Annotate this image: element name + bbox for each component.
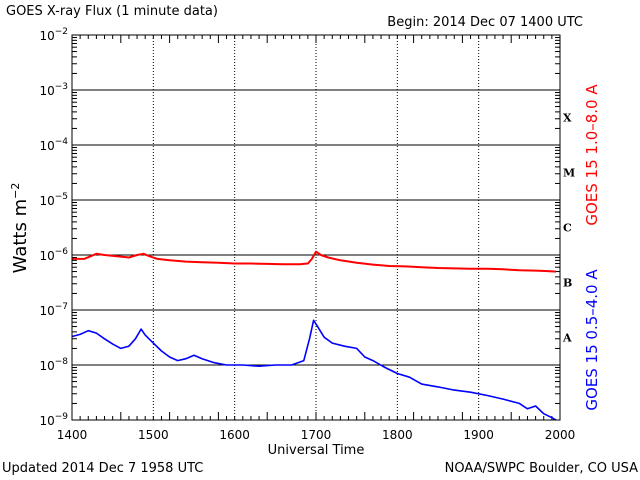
flare-class-b: B <box>563 277 572 290</box>
x-tick-labels: 1400 1500 1600 1700 1800 1900 2000 <box>57 428 576 442</box>
y-axis-label-exponent: −2 <box>9 183 22 199</box>
x-tick-label: 1700 <box>301 428 332 442</box>
y-tick-label: 10−7 <box>39 302 68 318</box>
chart-title: GOES X-ray Flux (1 minute data) <box>6 4 218 19</box>
flare-class-m: M <box>563 167 575 180</box>
y-tick-label: 10−8 <box>39 357 68 373</box>
credit-label: NOAA/SWPC Boulder, CO USA <box>445 461 638 476</box>
x-axis-label: Universal Time <box>268 443 365 458</box>
flare-class-c: C <box>563 222 572 235</box>
x-tick-label: 1600 <box>219 428 250 442</box>
legend-short-channel: GOES 15 0.5–4.0 A <box>583 269 601 411</box>
flare-class-a: A <box>562 332 572 345</box>
legend-long-channel: GOES 15 1.0–8.0 A <box>583 84 601 226</box>
y-tick-label: 10−5 <box>39 192 68 208</box>
updated-timestamp: Updated 2014 Dec 7 1958 UTC <box>2 461 203 476</box>
series-layer <box>72 252 556 420</box>
y-tick-label: 10−3 <box>39 82 68 98</box>
flare-class-x: X <box>563 112 572 125</box>
y-tick-labels: 10−2 10−3 10−4 10−5 10−6 10−7 10−8 10−9 <box>39 27 68 428</box>
begin-label: Begin: 2014 Dec 07 1400 UTC <box>387 15 583 30</box>
goes-xray-flux-chart: GOES X-ray Flux (1 minute data) Begin: 2… <box>0 0 640 480</box>
grid-layer <box>72 35 560 420</box>
y-tick-label: 10−6 <box>39 247 68 263</box>
x-tick-label: 1900 <box>463 428 494 442</box>
x-tick-label: 1400 <box>57 428 88 442</box>
y-axis-label-base: Watts m <box>10 199 31 273</box>
y-tick-label: 10−2 <box>39 27 68 43</box>
x-tick-label: 1800 <box>382 428 413 442</box>
y-axis-label: Watts m−2 <box>9 183 31 274</box>
flare-class-labels: X M C B A <box>562 112 575 345</box>
series-line-short-channel <box>72 320 556 420</box>
y-tick-label: 10−4 <box>39 137 68 153</box>
y-tick-label: 10−9 <box>39 412 68 428</box>
x-tick-label: 1500 <box>138 428 169 442</box>
x-tick-label: 2000 <box>545 428 576 442</box>
